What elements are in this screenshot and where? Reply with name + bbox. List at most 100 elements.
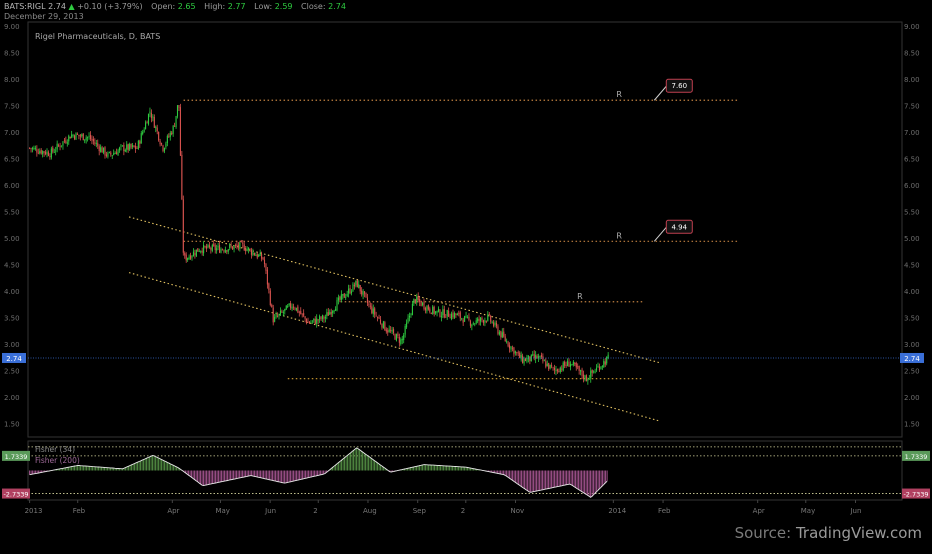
price-tick-right: 6.00 bbox=[904, 182, 920, 190]
last-price-badge-left-text: 2.74 bbox=[6, 355, 22, 363]
change-value: +0.10 (+3.79%) bbox=[77, 2, 143, 11]
candle-body bbox=[165, 143, 167, 148]
candle-body bbox=[352, 283, 354, 292]
candle-body bbox=[200, 250, 202, 252]
candle-body bbox=[71, 134, 73, 138]
candle-body bbox=[491, 322, 493, 323]
candle-body bbox=[68, 135, 70, 142]
candle-body bbox=[107, 152, 109, 157]
change-arrow-icon: ▲ bbox=[68, 2, 75, 11]
candle-body bbox=[59, 145, 61, 148]
candle-body bbox=[198, 251, 200, 253]
candle-body bbox=[269, 290, 271, 305]
candle-body bbox=[275, 315, 277, 317]
price-tick-right: 2.00 bbox=[904, 394, 920, 402]
candle-body bbox=[250, 249, 253, 255]
candle-body bbox=[348, 288, 350, 294]
candle-body bbox=[555, 369, 557, 372]
candle-body bbox=[319, 316, 321, 320]
price-tick-left: 3.50 bbox=[4, 315, 20, 323]
osc-lower-badge-text: -2.7339 bbox=[903, 491, 928, 499]
price-tick-right: 3.50 bbox=[904, 315, 920, 323]
time-tick-label: May bbox=[215, 507, 229, 515]
candle-body bbox=[227, 249, 229, 252]
candle-body bbox=[543, 360, 545, 362]
candle-body bbox=[464, 316, 466, 322]
candle-body bbox=[79, 135, 81, 137]
candle-body bbox=[239, 242, 241, 249]
candle-body bbox=[598, 366, 601, 371]
trend-channel bbox=[128, 216, 660, 422]
candle-body bbox=[355, 280, 357, 286]
candle-body bbox=[37, 152, 39, 154]
candle-body bbox=[419, 299, 421, 302]
candle-body bbox=[46, 151, 48, 155]
candle-body bbox=[498, 332, 500, 335]
candle-body bbox=[155, 126, 157, 129]
level-name: R bbox=[616, 231, 622, 240]
candle-body bbox=[29, 147, 31, 149]
candle-body bbox=[379, 319, 382, 324]
channel-line bbox=[128, 216, 660, 364]
candle-body bbox=[497, 326, 499, 334]
candle-body bbox=[585, 375, 587, 382]
time-tick-label: Sep bbox=[413, 507, 427, 515]
candle-body bbox=[558, 371, 560, 373]
candle-body bbox=[234, 244, 237, 246]
candle-body bbox=[369, 305, 371, 307]
candle-body bbox=[339, 296, 341, 300]
candle-body bbox=[361, 290, 363, 295]
candle-body bbox=[143, 129, 145, 132]
candle-body bbox=[388, 329, 390, 332]
candle-body bbox=[477, 318, 479, 322]
candle-body bbox=[47, 152, 50, 156]
candle-body bbox=[303, 313, 305, 316]
candle-body bbox=[565, 364, 567, 366]
candle-body bbox=[488, 313, 490, 315]
candle-body bbox=[221, 249, 224, 251]
candle-body bbox=[442, 309, 444, 316]
candle-body bbox=[594, 371, 596, 373]
candle-body bbox=[259, 253, 261, 256]
price-tick-left: 6.50 bbox=[4, 156, 20, 164]
open-label: Open: bbox=[151, 2, 176, 11]
candle-body bbox=[458, 313, 460, 315]
candle-body bbox=[50, 148, 52, 158]
price-tick-right: 5.00 bbox=[904, 235, 920, 243]
candle-body bbox=[134, 145, 137, 150]
candle-body bbox=[539, 355, 541, 357]
price-tick-right: 7.00 bbox=[904, 129, 920, 137]
candle-body bbox=[56, 143, 58, 150]
candle-body bbox=[197, 248, 199, 252]
time-tick-label: Apr bbox=[167, 507, 179, 515]
time-tick-label: 2014 bbox=[608, 507, 626, 515]
candle-body bbox=[465, 315, 467, 317]
candle-body bbox=[603, 360, 605, 368]
candle-body bbox=[166, 135, 168, 144]
candle-body bbox=[349, 288, 351, 294]
candle-body bbox=[208, 245, 210, 248]
candle-body bbox=[248, 247, 250, 250]
candle-body bbox=[321, 315, 324, 319]
candle-body bbox=[408, 315, 411, 318]
price-tick-right: 5.50 bbox=[904, 209, 920, 217]
candle-body bbox=[40, 149, 42, 154]
candle-body bbox=[596, 367, 598, 371]
candle-body bbox=[249, 249, 251, 250]
candle-body bbox=[203, 244, 205, 254]
candle-body bbox=[332, 311, 334, 314]
candle-body bbox=[72, 135, 74, 136]
candle-body bbox=[471, 324, 473, 327]
osc-lower-badge-text: -2.7339 bbox=[3, 491, 28, 499]
level-callout-line bbox=[653, 226, 667, 242]
candle-body bbox=[542, 356, 544, 362]
candle-body bbox=[211, 244, 213, 252]
candle-body bbox=[172, 125, 174, 134]
candle-body bbox=[311, 320, 313, 322]
price-tick-left: 5.50 bbox=[4, 209, 20, 217]
candle-body bbox=[146, 122, 148, 124]
level-callout-box bbox=[665, 78, 693, 93]
candle-body bbox=[300, 311, 302, 315]
